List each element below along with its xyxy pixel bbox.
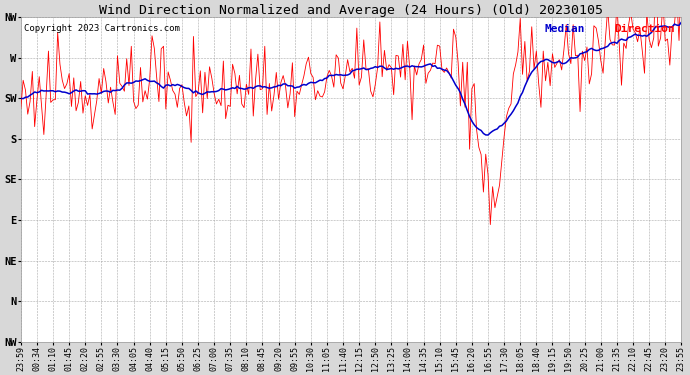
Text: Direction: Direction <box>614 24 675 34</box>
Text: Median: Median <box>544 24 585 34</box>
Title: Wind Direction Normalized and Average (24 Hours) (Old) 20230105: Wind Direction Normalized and Average (2… <box>99 4 603 17</box>
Text: Copyright 2023 Cartronics.com: Copyright 2023 Cartronics.com <box>24 24 180 33</box>
